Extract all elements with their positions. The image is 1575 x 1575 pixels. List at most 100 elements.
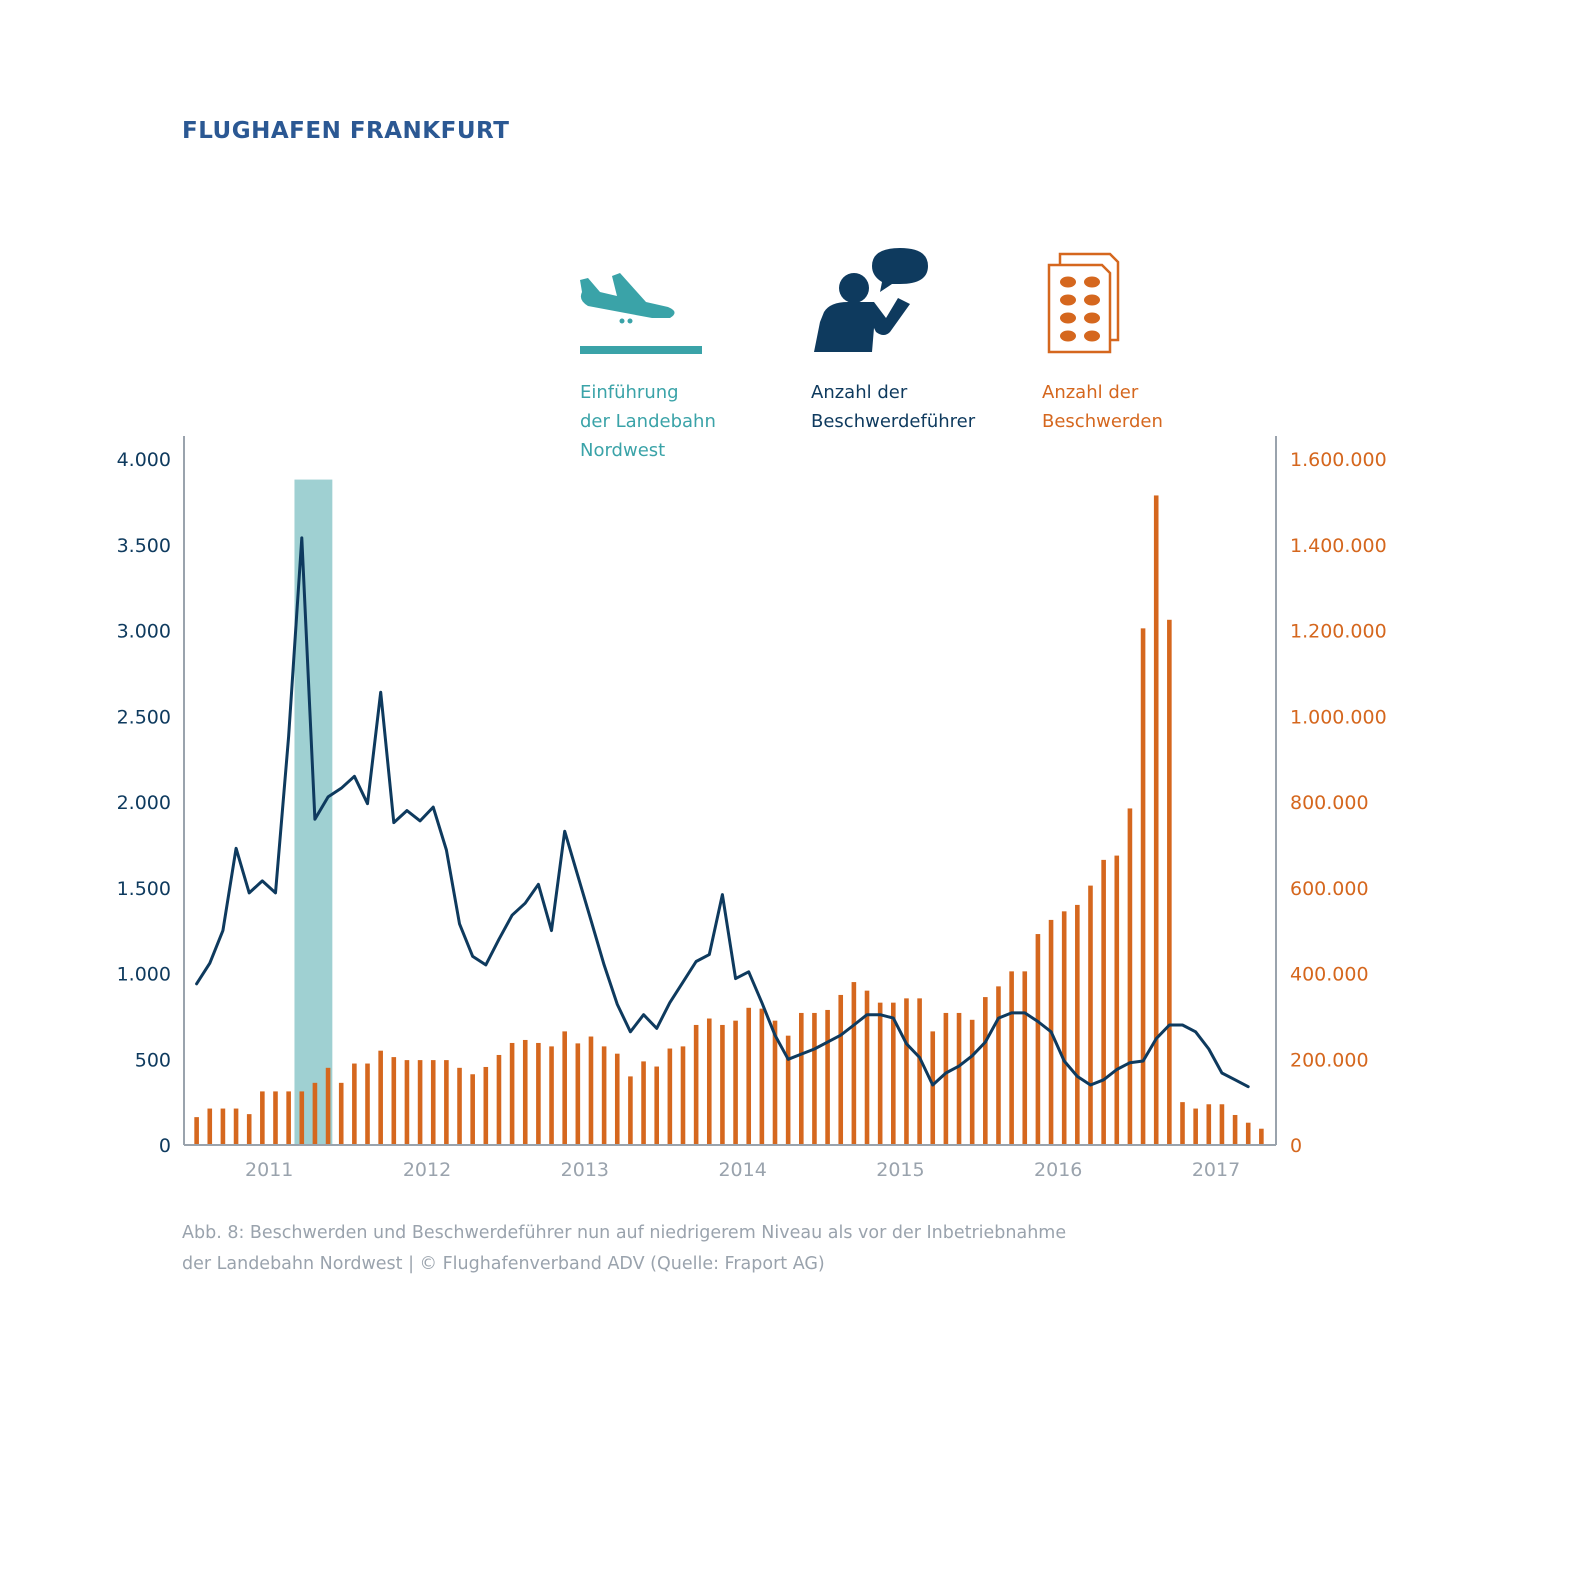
complaints-bar	[1035, 934, 1041, 1145]
complaints-bar	[838, 994, 844, 1145]
complaints-bar	[430, 1060, 436, 1145]
complaints-bar	[1088, 885, 1093, 1145]
left-tick-label: 4.000	[117, 449, 171, 471]
complaints-bar	[943, 1012, 949, 1145]
x-tick-label: 2011	[245, 1159, 293, 1181]
complaints-bar	[207, 1108, 213, 1145]
complaints-bar	[404, 1060, 410, 1145]
complaints-bar	[260, 1091, 265, 1145]
complaints-bar	[1140, 628, 1146, 1145]
complaints-bar	[851, 982, 857, 1145]
complaints-bar	[1167, 619, 1172, 1145]
complaints-bar	[798, 1012, 804, 1145]
complaints-bar	[720, 1024, 725, 1145]
x-tick-label: 2017	[1192, 1159, 1240, 1181]
complaints-bar	[483, 1066, 489, 1145]
complaints-bar	[864, 990, 870, 1145]
complaints-bar	[246, 1114, 252, 1145]
complaints-bar	[825, 1009, 830, 1145]
complaints-bar	[917, 998, 922, 1145]
x-tick-label: 2013	[561, 1159, 609, 1181]
complaints-bar	[1127, 808, 1133, 1145]
documents-icon	[1047, 252, 1120, 354]
right-tick-label: 600.000	[1290, 878, 1369, 900]
complaints-bar	[601, 1046, 607, 1145]
complainants-line	[195, 536, 1250, 1089]
complaints-bar	[1009, 971, 1014, 1145]
complaints-bar	[983, 997, 988, 1145]
complaints-bar	[1075, 904, 1080, 1145]
right-tick-label: 1.400.000	[1290, 535, 1387, 557]
complaints-bar	[233, 1108, 239, 1145]
complaints-bar	[549, 1046, 554, 1145]
left-tick-label: 1.000	[117, 964, 171, 986]
complaints-bar	[1259, 1128, 1264, 1145]
complaints-bar	[536, 1042, 541, 1145]
complaints-bar	[299, 1091, 305, 1145]
left-tick-label: 3.500	[117, 535, 171, 557]
complaints-bar	[930, 1031, 936, 1145]
complaints-bar	[1232, 1114, 1238, 1145]
plot-area: 0 500 1.000 1.500 2.000 2.500 3.000 3.500 4.000 0…	[117, 436, 1387, 1181]
complaints-bar	[1061, 911, 1067, 1145]
left-tick-label: 2.000	[117, 792, 171, 814]
right-tick-label: 1.000.000	[1290, 706, 1387, 728]
complaints-bar	[996, 986, 1001, 1145]
x-tick-label: 2015	[876, 1159, 924, 1181]
complaints-bar	[904, 998, 909, 1145]
complaints-bar	[956, 1012, 962, 1145]
person-speech-icon	[814, 248, 928, 352]
complaints-bar	[417, 1060, 423, 1145]
complaints-bar	[220, 1108, 226, 1145]
complaints-bar	[680, 1046, 686, 1145]
left-tick-label: 500	[135, 1049, 171, 1071]
left-tick-label: 0	[159, 1135, 171, 1157]
legend-runway-label: Einführung der Landebahn Nordwest	[580, 382, 716, 461]
complaints-bar	[614, 1053, 620, 1145]
complaints-bar	[509, 1042, 515, 1145]
complaints-bar	[785, 1035, 791, 1145]
complaints-bar	[654, 1066, 660, 1145]
legend-complaints-label: Anzahl der Beschwerden	[1042, 382, 1163, 432]
complaints-bar	[1153, 495, 1159, 1146]
complaints-bar	[378, 1050, 383, 1145]
complaints-bar	[273, 1091, 278, 1145]
complaints-bar	[891, 1002, 896, 1145]
right-tick-label: 400.000	[1290, 964, 1369, 986]
left-tick-label: 3.000	[117, 621, 171, 643]
complaints-bar	[365, 1063, 370, 1145]
left-tick-label: 2.500	[117, 706, 171, 728]
complaints-bar	[194, 1117, 199, 1145]
complaints-bar	[562, 1031, 567, 1145]
complaints-bar	[338, 1082, 344, 1145]
complaints-bar	[759, 1008, 765, 1145]
airplane-landing-icon	[580, 273, 702, 354]
complaints-bar	[325, 1067, 331, 1145]
complaints-bar	[522, 1039, 528, 1145]
complaints-bar	[588, 1036, 594, 1145]
complaints-bar	[969, 1019, 975, 1145]
complaints-bar	[1101, 859, 1106, 1145]
complaints-bar	[286, 1091, 291, 1145]
complaints-bar	[746, 1007, 752, 1145]
complaints-bar	[877, 1002, 883, 1145]
complaints-bar	[1219, 1104, 1225, 1145]
complaints-bar	[693, 1024, 699, 1145]
complaints-bar	[391, 1057, 397, 1145]
complaints-bar	[444, 1060, 449, 1145]
page-title: FLUGHAFEN FRANKFURT	[182, 118, 510, 144]
right-tick-label: 1.200.000	[1290, 621, 1387, 643]
complaints-bar	[312, 1082, 318, 1145]
complaints-bar	[812, 1012, 817, 1145]
complaints-bar	[1206, 1104, 1212, 1145]
left-tick-label: 1.500	[117, 878, 171, 900]
complaints-bar	[772, 1020, 778, 1145]
complaints-bar	[496, 1054, 502, 1145]
complaints-bar	[470, 1074, 475, 1145]
complaints-bar	[733, 1020, 738, 1145]
x-tick-label: 2012	[403, 1159, 451, 1181]
complaints-bar	[667, 1048, 673, 1145]
complaints-bar	[1114, 855, 1120, 1145]
complaints-bar	[1180, 1102, 1185, 1145]
